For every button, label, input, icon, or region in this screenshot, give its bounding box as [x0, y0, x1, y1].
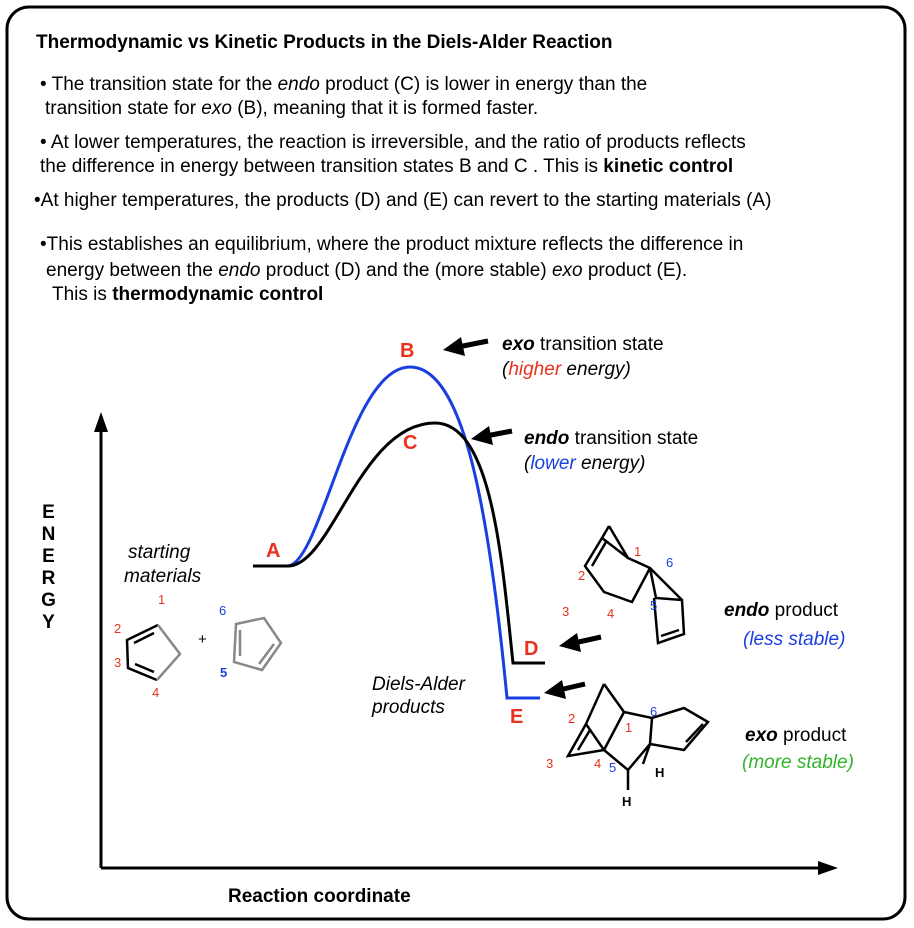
y-axis-label: ENERGY [38, 502, 59, 634]
exo-structure [565, 683, 710, 790]
exo-curve [287, 365, 540, 700]
atom-label: 3 [114, 655, 121, 670]
point-label: A [266, 540, 280, 562]
bullet-line: • At lower temperatures, the reaction is… [40, 132, 746, 153]
atom-label: 6 [219, 603, 226, 618]
annotation: starting [128, 542, 191, 563]
annotation: (higher energy) [502, 359, 631, 380]
bullet-line: •At higher temperatures, the products (D… [34, 190, 771, 211]
endo-structure [583, 525, 686, 645]
atom-label: 6 [666, 555, 673, 570]
atom-label: 5 [650, 598, 657, 613]
annotation: endo product [724, 600, 839, 621]
atom-label: 1 [625, 720, 632, 735]
dienophile-structure [232, 616, 283, 672]
plus: + [198, 631, 207, 648]
atom-label: 3 [546, 756, 553, 771]
atom-label: 1 [634, 544, 641, 559]
atom-label: 3 [562, 604, 569, 619]
atom-label: 5 [609, 760, 616, 775]
atom-label: 6 [650, 704, 657, 719]
atom-label: 2 [114, 621, 121, 636]
annotation: exo transition state [502, 334, 664, 355]
annotation: (lower energy) [524, 453, 645, 474]
annotation: exo product [745, 725, 847, 746]
atom-label: 5 [220, 665, 227, 680]
endo-curve [253, 421, 545, 665]
point-label: D [524, 638, 538, 660]
frame [5, 5, 907, 921]
bullet-line: energy between the endo product (D) and … [46, 260, 687, 281]
annotation: Diels-Alder [372, 674, 466, 695]
annotation: materials [124, 566, 202, 587]
annotation: (less stable) [743, 629, 845, 650]
atom-label: 4 [594, 756, 601, 771]
bullet-line: the difference in energy between transit… [40, 156, 733, 177]
point-label: E [510, 706, 523, 728]
annotation: endo transition state [524, 428, 698, 449]
bullet-line: This is thermodynamic control [52, 284, 323, 305]
diene-structure [125, 623, 182, 682]
bullet-line: •This establishes an equilibrium, where … [40, 234, 743, 255]
x-axis-label: Reaction coordinate [228, 886, 411, 907]
atom-label: 1 [158, 592, 165, 607]
annotation: products [371, 697, 445, 718]
atom-label: H [655, 765, 664, 780]
atom-label: 4 [607, 606, 614, 621]
point-label: C [403, 432, 417, 454]
atom-label: 2 [568, 711, 575, 726]
atom-label: 4 [152, 685, 159, 700]
annotation: (more stable) [742, 752, 854, 773]
atom-label: H [622, 794, 631, 809]
bullet-line: • The transition state for the endo prod… [40, 74, 647, 95]
pointer-arrows [443, 337, 602, 699]
bullet-line: transition state for exo (B), meaning th… [45, 98, 538, 119]
title: Thermodynamic vs Kinetic Products in the… [36, 32, 612, 53]
atom-label: 2 [578, 568, 585, 583]
point-label: B [400, 340, 414, 362]
axes [94, 412, 838, 875]
